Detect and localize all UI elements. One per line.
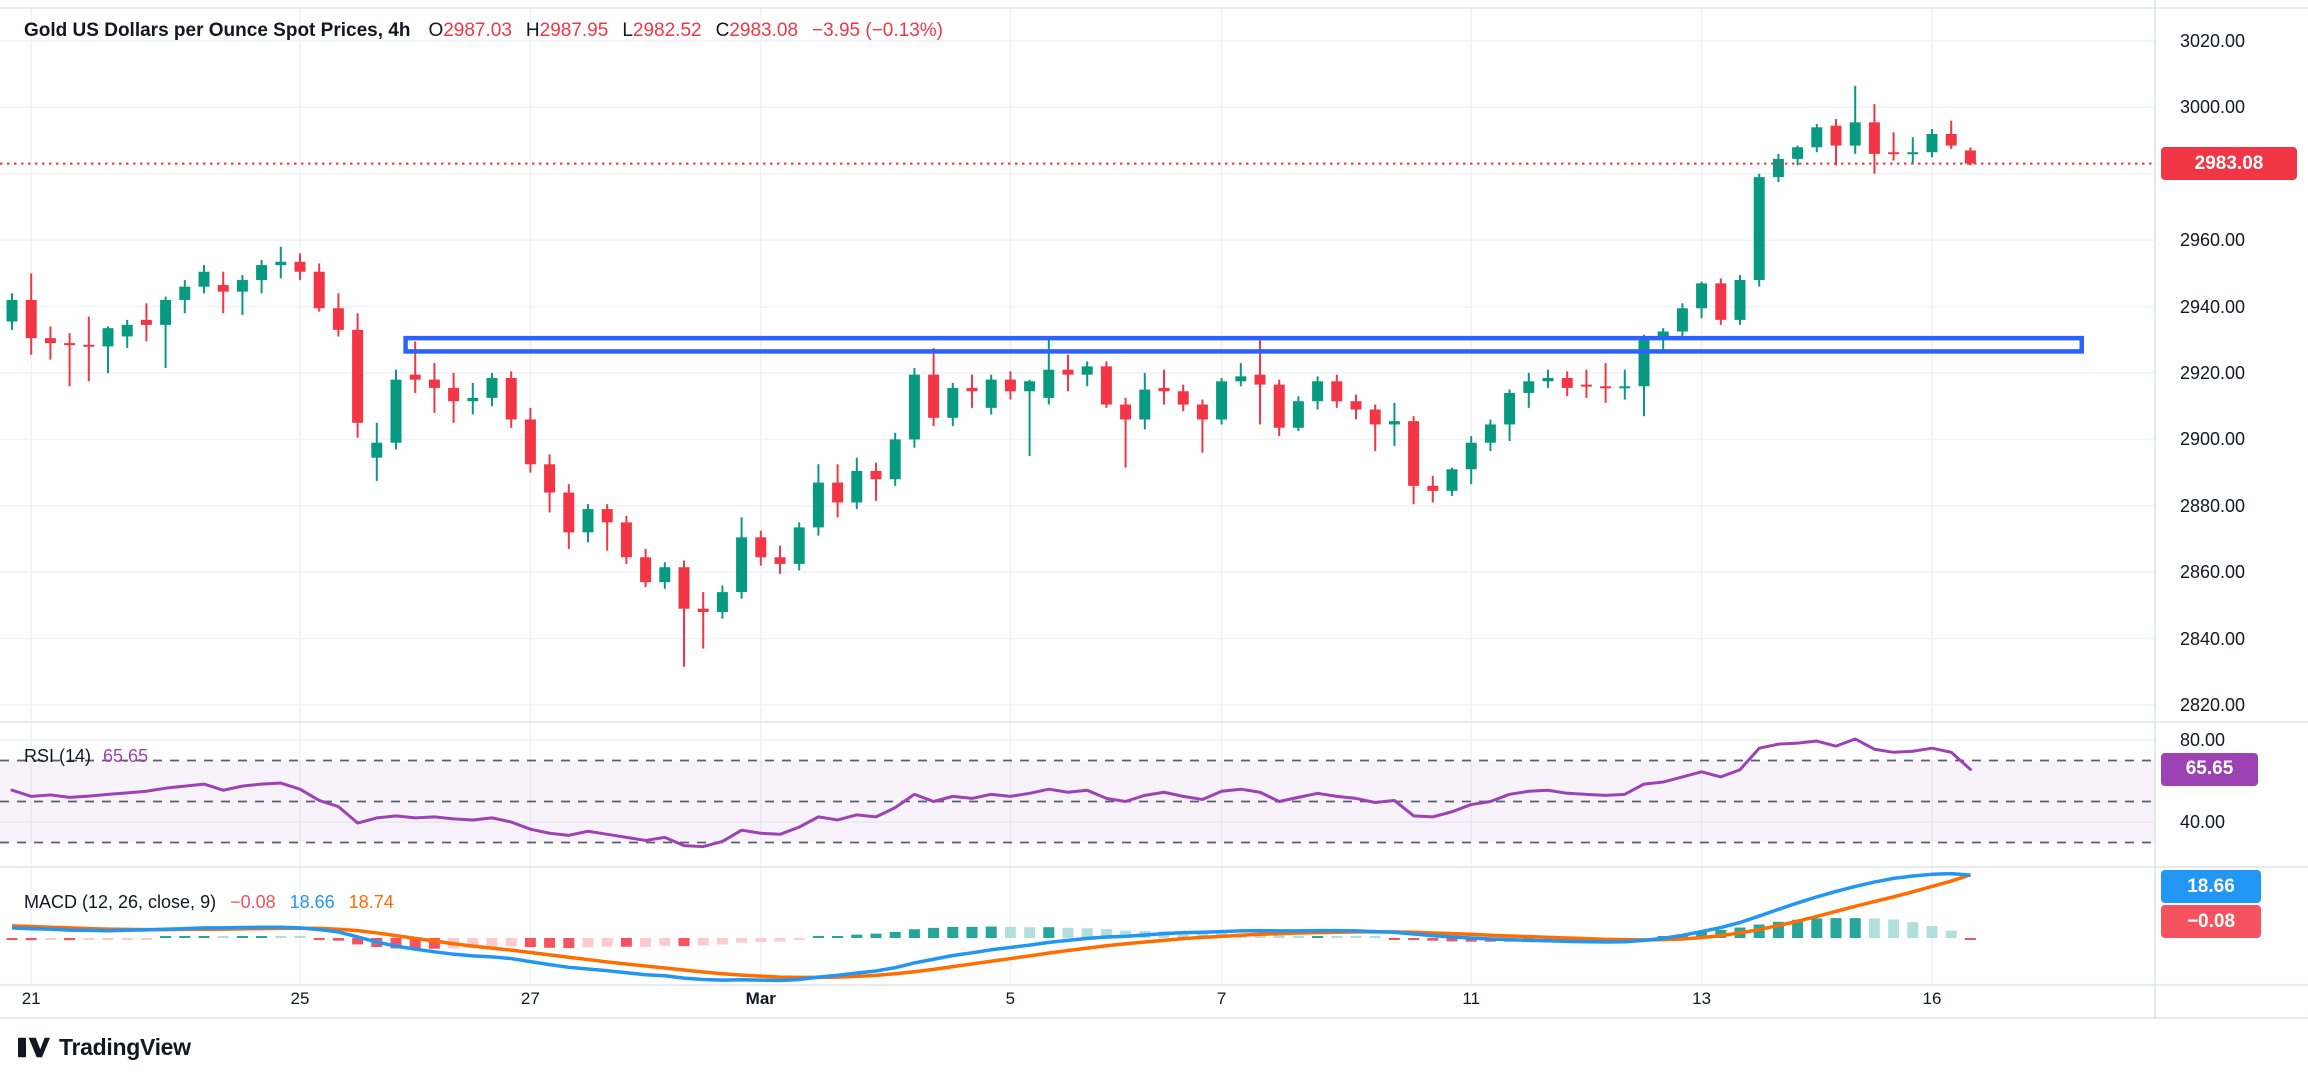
time-tick-label: 5	[1005, 989, 1016, 1008]
high-value: 2987.95	[539, 20, 609, 41]
price-tick-label: 2840.00	[2180, 628, 2246, 649]
rsi-badge: 65.65	[2161, 752, 2258, 786]
open-label: O	[428, 20, 444, 41]
macd-label: MACD (12, 26, close, 9)	[24, 892, 217, 912]
time-tick-label: 13	[1692, 989, 1712, 1008]
price-tick-label: 2920.00	[2180, 363, 2246, 383]
time-axis[interactable]: 21 25 27 Mar 5 7 11 13 16	[0, 985, 2155, 1018]
time-tick-label: 27	[520, 989, 540, 1008]
rsi-value: 65.65	[103, 746, 149, 766]
macd-signal-value: 18.74	[348, 892, 394, 912]
rsi-label: RSI (14)	[24, 746, 92, 766]
rsi-legend[interactable]: RSI (14) 65.65	[24, 746, 148, 767]
symbol-legend[interactable]: Gold US Dollars per Ounce Spot Prices, 4…	[24, 20, 943, 42]
time-tick-label: Mar	[745, 989, 776, 1008]
high-label: H	[525, 20, 540, 41]
time-tick-label: 7	[1216, 989, 1227, 1008]
time-tick-label: 25	[290, 989, 310, 1008]
macd-line-value: 18.66	[289, 892, 335, 912]
tradingview-logo-icon	[18, 1037, 50, 1058]
time-tick-label: 16	[1922, 989, 1942, 1008]
price-tick-label: 2900.00	[2180, 429, 2246, 450]
price-tick-label: 3000.00	[2180, 97, 2246, 118]
low-value: 2982.52	[632, 20, 702, 41]
macd-hist-badge: −0.08	[2161, 905, 2261, 938]
close-label: C	[715, 20, 730, 41]
symbol-title[interactable]: Gold US Dollars per Ounce Spot Prices, 4…	[24, 20, 411, 41]
rsi-tick-label: 80.00	[2180, 730, 2226, 750]
price-tick-label: 2880.00	[2180, 495, 2246, 516]
macd-hist-value: −0.08	[230, 892, 276, 912]
change-value: −3.95 (−0.13%)	[812, 20, 943, 41]
open-value: 2987.03	[443, 20, 512, 41]
price-tick-label: 3020.00	[2180, 31, 2246, 51]
macd-badge: 18.66	[2161, 870, 2261, 903]
rsi-tick-label: 40.00	[2180, 812, 2226, 832]
tradingview-logo[interactable]: TradingView	[18, 1034, 191, 1061]
price-tick-label: 2860.00	[2180, 562, 2246, 583]
close-value: 2983.08	[729, 20, 799, 41]
price-tick-label: 2940.00	[2180, 296, 2246, 317]
price-tick-label: 2960.00	[2180, 230, 2246, 251]
low-label: L	[622, 20, 633, 41]
macd-legend[interactable]: MACD (12, 26, close, 9) −0.08 18.66 18.7…	[24, 892, 394, 913]
time-tick-label: 21	[21, 989, 41, 1008]
price-tick-label: 2820.00	[2180, 695, 2246, 715]
tradingview-logo-text: TradingView	[59, 1034, 191, 1060]
time-tick-label: 11	[1462, 989, 1481, 1008]
last-price-badge: 2983.08	[2161, 147, 2297, 181]
